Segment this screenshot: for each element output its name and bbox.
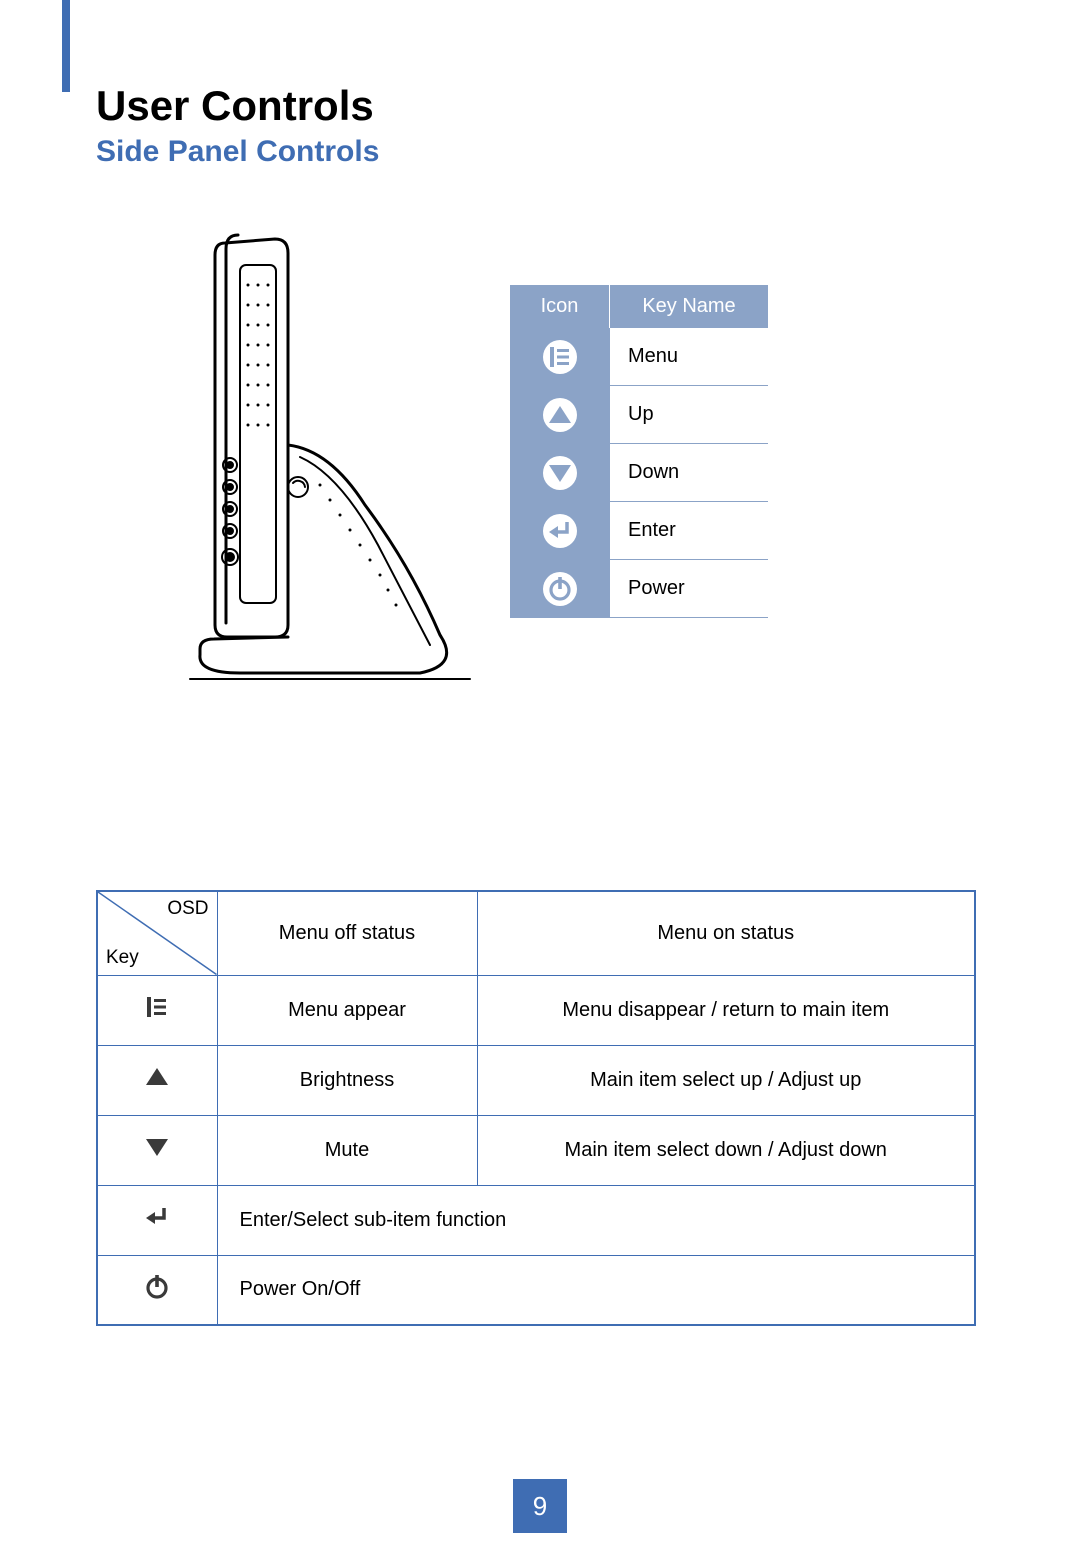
- osd-off-cell: Brightness: [217, 1045, 477, 1115]
- down-icon: [543, 456, 577, 490]
- icon-table-header: Icon Key Name: [510, 285, 768, 328]
- osd-corner-top: OSD: [167, 898, 208, 920]
- monitor-illustration: [180, 225, 480, 695]
- icon-table-row: Menu: [510, 328, 768, 386]
- osd-row: Enter/Select sub-item function: [97, 1185, 975, 1255]
- key-name-label: Enter: [610, 502, 768, 560]
- icon-table-col-keyname: Key Name: [610, 285, 768, 328]
- osd-merged-cell: Power On/Off: [217, 1255, 975, 1325]
- header-accent-bar: [62, 0, 70, 92]
- icon-table-row: Power: [510, 560, 768, 618]
- up-icon: [543, 398, 577, 432]
- page-title: User Controls: [96, 82, 374, 130]
- osd-col-off: Menu off status: [217, 891, 477, 975]
- key-name-label: Power: [610, 560, 768, 618]
- down-icon: [97, 1115, 217, 1185]
- osd-on-cell: Main item select down / Adjust down: [477, 1115, 975, 1185]
- osd-row: Mute Main item select down / Adjust down: [97, 1115, 975, 1185]
- osd-off-cell: Menu appear: [217, 975, 477, 1045]
- icon-cell: [510, 328, 610, 386]
- page-number: 9: [533, 1491, 547, 1522]
- osd-off-cell: Mute: [217, 1115, 477, 1185]
- page-subtitle: Side Panel Controls: [96, 135, 379, 169]
- icon-cell: [510, 560, 610, 618]
- osd-row: Brightness Main item select up / Adjust …: [97, 1045, 975, 1115]
- up-icon: [97, 1045, 217, 1115]
- menu-icon: [97, 975, 217, 1045]
- icon-cell: [510, 386, 610, 444]
- icon-table-row: Down: [510, 444, 768, 502]
- osd-on-cell: Menu disappear / return to main item: [477, 975, 975, 1045]
- key-name-label: Down: [610, 444, 768, 502]
- osd-row: Menu appear Menu disappear / return to m…: [97, 975, 975, 1045]
- key-name-label: Menu: [610, 328, 768, 386]
- icon-key-table: Icon Key Name Menu Up Down: [510, 285, 768, 618]
- enter-icon: [543, 514, 577, 548]
- icon-table-row: Up: [510, 386, 768, 444]
- enter-icon: [97, 1185, 217, 1255]
- osd-corner-bottom: Key: [106, 947, 139, 969]
- osd-on-cell: Main item select up / Adjust up: [477, 1045, 975, 1115]
- menu-icon: [543, 340, 577, 374]
- page-number-badge: 9: [513, 1479, 567, 1533]
- icon-table-row: Enter: [510, 502, 768, 560]
- osd-col-on: Menu on status: [477, 891, 975, 975]
- icon-table-col-icon: Icon: [510, 285, 610, 328]
- osd-corner-cell: OSD Key: [97, 891, 217, 975]
- osd-table: OSD Key Menu off status Menu on status M…: [96, 890, 976, 1326]
- osd-header-row: OSD Key Menu off status Menu on status: [97, 891, 975, 975]
- power-icon: [543, 572, 577, 606]
- osd-row: Power On/Off: [97, 1255, 975, 1325]
- power-icon: [97, 1255, 217, 1325]
- key-name-label: Up: [610, 386, 768, 444]
- icon-cell: [510, 502, 610, 560]
- osd-merged-cell: Enter/Select sub-item function: [217, 1185, 975, 1255]
- icon-cell: [510, 444, 610, 502]
